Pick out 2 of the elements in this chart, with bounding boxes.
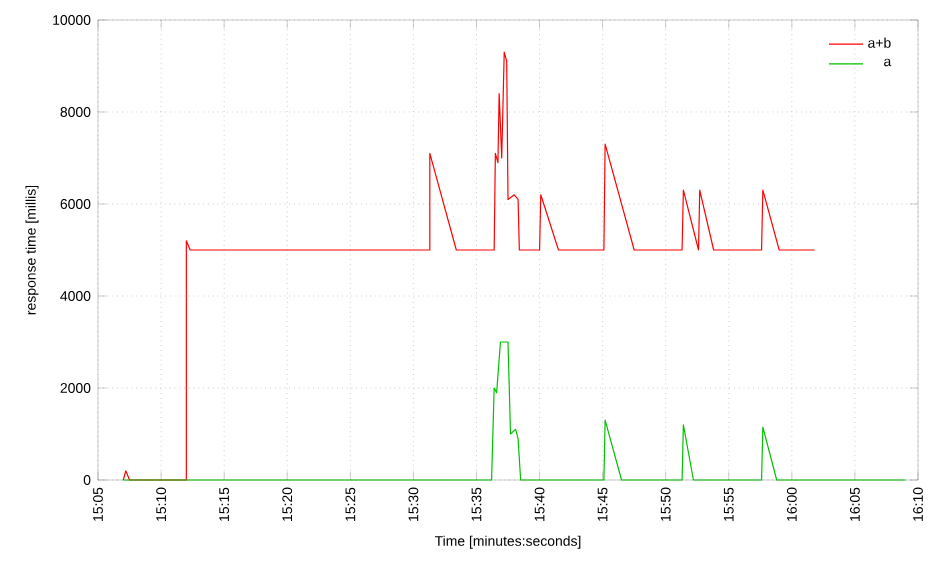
line-series	[122, 51, 816, 481]
line-series	[122, 341, 906, 481]
